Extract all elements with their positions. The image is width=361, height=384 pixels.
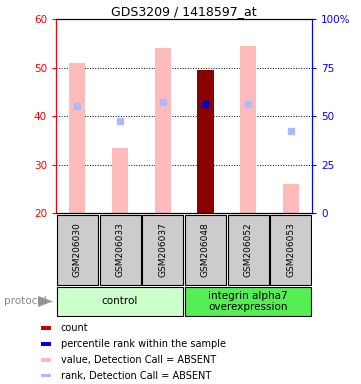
Text: count: count bbox=[61, 323, 88, 333]
Bar bbox=[185, 215, 226, 285]
Bar bbox=[112, 148, 128, 213]
Bar bbox=[228, 215, 269, 285]
Bar bbox=[142, 215, 183, 285]
Bar bbox=[270, 215, 312, 285]
Title: GDS3209 / 1418597_at: GDS3209 / 1418597_at bbox=[111, 5, 257, 18]
Text: GSM206037: GSM206037 bbox=[158, 222, 167, 277]
Bar bbox=[41, 342, 51, 346]
Bar bbox=[41, 358, 51, 362]
Text: percentile rank within the sample: percentile rank within the sample bbox=[61, 339, 226, 349]
Bar bbox=[283, 184, 299, 213]
Bar bbox=[240, 46, 256, 213]
Text: protocol: protocol bbox=[4, 296, 46, 306]
Text: integrin alpha7
overexpression: integrin alpha7 overexpression bbox=[208, 291, 288, 312]
Text: value, Detection Call = ABSENT: value, Detection Call = ABSENT bbox=[61, 355, 216, 365]
Bar bbox=[69, 63, 86, 213]
Bar bbox=[185, 287, 312, 316]
Bar bbox=[155, 48, 171, 213]
Text: control: control bbox=[102, 296, 138, 306]
Bar bbox=[57, 215, 98, 285]
Text: GSM206052: GSM206052 bbox=[244, 222, 253, 277]
Text: GSM206033: GSM206033 bbox=[116, 222, 125, 277]
Bar bbox=[100, 215, 140, 285]
Text: GSM206053: GSM206053 bbox=[286, 222, 295, 277]
Text: rank, Detection Call = ABSENT: rank, Detection Call = ABSENT bbox=[61, 371, 211, 381]
Text: GSM206048: GSM206048 bbox=[201, 222, 210, 277]
Bar bbox=[41, 374, 51, 377]
Bar bbox=[41, 326, 51, 330]
Bar bbox=[57, 287, 183, 316]
Bar bbox=[197, 70, 214, 213]
Polygon shape bbox=[38, 296, 53, 307]
Text: GSM206030: GSM206030 bbox=[73, 222, 82, 277]
